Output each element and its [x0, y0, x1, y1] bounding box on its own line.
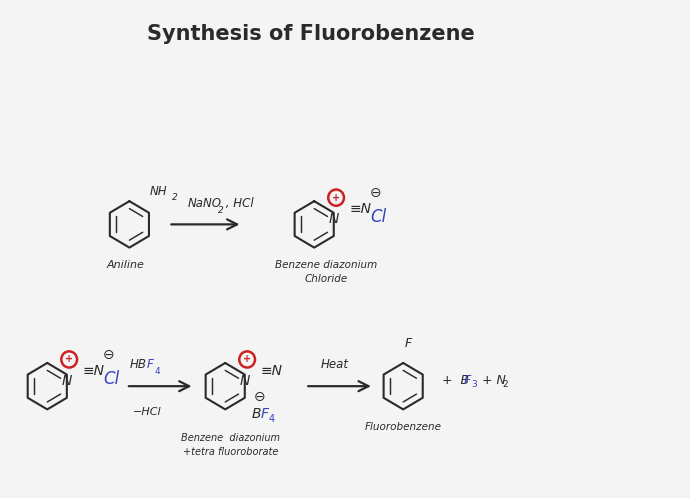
Text: HB: HB: [130, 358, 146, 371]
Text: ⊖: ⊖: [254, 390, 265, 404]
Text: ≡N: ≡N: [83, 364, 105, 377]
Text: Aniline: Aniline: [107, 260, 145, 270]
Text: +: +: [243, 355, 251, 365]
Text: F: F: [146, 358, 153, 371]
Text: ≡N: ≡N: [350, 202, 372, 216]
Text: Benzene diazonium: Benzene diazonium: [275, 260, 377, 270]
Text: N: N: [328, 212, 339, 226]
Text: ⊖: ⊖: [370, 186, 382, 200]
Text: ≡N: ≡N: [261, 364, 283, 377]
Text: Cl: Cl: [371, 208, 386, 227]
Text: 4: 4: [269, 413, 275, 423]
Text: Heat: Heat: [321, 358, 349, 371]
Text: 2: 2: [502, 380, 508, 389]
Text: B: B: [251, 407, 261, 421]
Text: F: F: [405, 337, 413, 350]
Text: , HCl: , HCl: [221, 197, 253, 210]
Text: +  B: + B: [442, 374, 469, 387]
Text: Cl: Cl: [104, 370, 119, 388]
Text: Benzene  diazonium: Benzene diazonium: [181, 433, 280, 443]
Text: Synthesis of Fluorobenzene: Synthesis of Fluorobenzene: [147, 24, 475, 44]
Text: 4: 4: [155, 367, 160, 375]
Text: ⊖: ⊖: [103, 348, 115, 362]
Text: +tetra fluoroborate: +tetra fluoroborate: [183, 447, 278, 457]
Text: + N: + N: [478, 374, 506, 387]
Text: Chloride: Chloride: [305, 274, 348, 284]
Text: Fluorobenzene: Fluorobenzene: [365, 422, 442, 432]
Text: F: F: [464, 374, 471, 387]
Text: 2: 2: [172, 193, 177, 202]
Text: 2: 2: [217, 206, 224, 215]
Text: N: N: [61, 374, 72, 387]
Text: +: +: [65, 355, 73, 365]
Text: F: F: [261, 407, 269, 421]
Text: −HCl: −HCl: [132, 407, 161, 417]
Text: NH: NH: [150, 185, 168, 198]
Text: NaNO: NaNO: [188, 197, 221, 210]
Text: N: N: [239, 374, 250, 387]
Text: 3: 3: [472, 380, 477, 389]
Text: +: +: [332, 193, 340, 203]
